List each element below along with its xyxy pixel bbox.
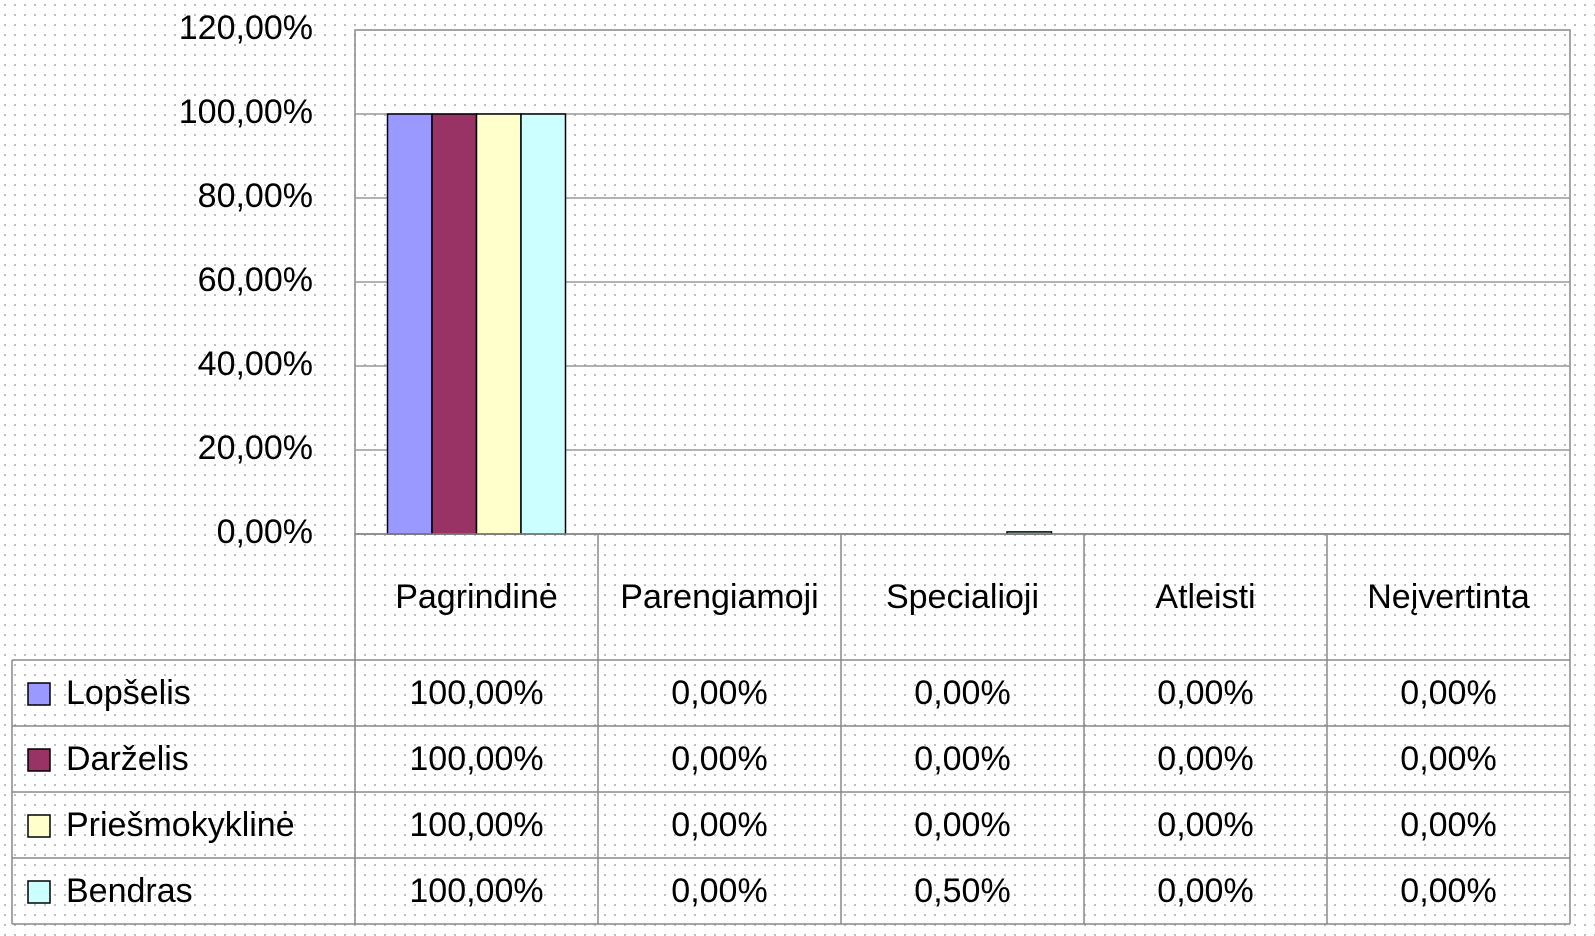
- y-tick-label: 40,00%: [198, 345, 313, 383]
- bar: [520, 113, 567, 535]
- data-label: 100,00%: [409, 674, 543, 712]
- data-label: 0,00%: [914, 674, 1010, 712]
- data-label: 0,00%: [1157, 806, 1253, 844]
- legend-label: Priešmokyklinė: [66, 806, 295, 844]
- data-label: 0,00%: [1400, 872, 1496, 910]
- data-label: 0,00%: [1157, 674, 1253, 712]
- data-label: 0,00%: [914, 806, 1010, 844]
- y-tick-label: 0,00%: [217, 513, 313, 551]
- y-tick-label: 20,00%: [198, 429, 313, 467]
- data-label: 100,00%: [409, 806, 543, 844]
- data-label: 0,00%: [671, 806, 767, 844]
- legend-swatch: [27, 748, 51, 772]
- legend-label: Bendras: [66, 872, 193, 910]
- data-label: 0,00%: [914, 740, 1010, 778]
- category-cell: Specialioji: [885, 578, 1040, 616]
- bar: [386, 113, 433, 535]
- category-cell: Parengiamoji: [620, 578, 819, 616]
- x-tick-label: Parengiamoji: [620, 578, 819, 616]
- bar: [475, 113, 522, 535]
- x-tick-label: Pagrindinė: [395, 578, 558, 616]
- y-tick-label: 120,00%: [179, 9, 313, 47]
- category-cell: Pagrindinė: [395, 578, 558, 616]
- legend-swatch: [27, 682, 51, 706]
- legend-label: Darželis: [66, 740, 189, 778]
- data-label: 0,00%: [671, 872, 767, 910]
- y-tick-label: 60,00%: [198, 261, 313, 299]
- data-label: 0,00%: [1400, 806, 1496, 844]
- data-label: 0,00%: [1400, 740, 1496, 778]
- x-tick-label: Neįvertinta: [1367, 578, 1530, 616]
- data-label: 100,00%: [409, 740, 543, 778]
- category-cell: Atleisti: [1155, 578, 1256, 616]
- legend-swatch: [27, 880, 51, 904]
- legend-label: Lopšelis: [66, 674, 191, 712]
- data-label: 0,00%: [1400, 674, 1496, 712]
- data-label: 0,50%: [914, 872, 1010, 910]
- data-label: 100,00%: [409, 872, 543, 910]
- x-tick-label: Specialioji: [885, 578, 1040, 616]
- y-tick-label: 100,00%: [179, 93, 313, 131]
- category-cell: Neįvertinta: [1367, 578, 1530, 616]
- data-label: 0,00%: [1157, 740, 1253, 778]
- y-tick-label: 80,00%: [198, 177, 313, 215]
- bar: [431, 113, 478, 535]
- data-label: 0,00%: [1157, 872, 1253, 910]
- data-label: 0,00%: [671, 740, 767, 778]
- data-label: 0,00%: [671, 674, 767, 712]
- legend-swatch: [27, 814, 51, 838]
- x-tick-label: Atleisti: [1155, 578, 1256, 616]
